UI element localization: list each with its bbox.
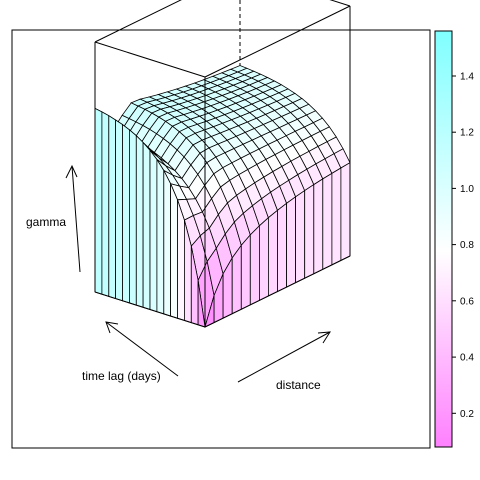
surface-skirt-side — [142, 141, 151, 311]
colorkey-tick-label: 1.4 — [460, 72, 474, 83]
colorkey-tick-label: 0.8 — [460, 240, 474, 251]
gamma-axis-arrow — [65, 164, 81, 273]
panel-frame — [11, 29, 431, 449]
surface-skirt-front — [331, 167, 342, 266]
colorkey-tick-label: 0.6 — [460, 296, 474, 307]
box-edge — [94, 0, 182, 43]
surface-skirt-side — [149, 149, 158, 313]
colorkey-tick-label: 1.2 — [460, 128, 474, 139]
colorkey-tick-label: 0.2 — [460, 409, 474, 420]
surface-skirt-side — [115, 119, 123, 302]
surface-skirt-front — [249, 224, 260, 306]
box-edge — [94, 291, 206, 328]
colorkey-bar — [434, 30, 453, 448]
box-edge — [204, 255, 351, 328]
surface-skirt-side — [177, 199, 185, 321]
distance-axis-arrow — [237, 331, 331, 383]
surface-mesh — [94, 65, 351, 328]
surface-skirt-side — [128, 128, 137, 306]
surface-skirt-front — [340, 162, 351, 262]
surface-skirt-front — [231, 244, 242, 315]
surface-skirt-side — [101, 111, 110, 297]
surface-skirt-front — [277, 202, 288, 293]
surface-skirt-side — [94, 107, 103, 295]
box-edge — [94, 41, 206, 78]
colorkey-tick-label: 0.4 — [460, 353, 474, 364]
surface-skirt-front — [240, 233, 251, 310]
surface-skirt-side — [135, 134, 144, 308]
surface-skirt-front — [304, 183, 315, 279]
y-axis-label: time lag (days) — [82, 369, 161, 383]
surface-skirt-side — [163, 170, 172, 317]
colorkey-ticks: 0.2 0.4 0.6 0.8 1.0 1.2 1.4 — [452, 72, 474, 420]
surface-skirt-front — [258, 216, 269, 302]
surface-skirt-front — [286, 196, 297, 288]
box-edge — [204, 5, 351, 78]
surface-skirt-front — [295, 189, 306, 284]
x-axis-label: distance — [276, 378, 321, 392]
z-axis-label: gamma — [26, 215, 66, 229]
bounding-box-front — [94, 0, 351, 328]
surface-skirt-side — [108, 114, 116, 300]
surface-skirt-side — [170, 183, 178, 319]
colorkey-tick-label: 1.0 — [460, 184, 474, 195]
surface-skirt-side — [122, 123, 130, 304]
surface-skirt-front — [322, 172, 333, 270]
surface-skirt-side — [156, 158, 165, 315]
surface-skirt-front — [267, 209, 278, 297]
box-edge — [329, 0, 351, 7]
surface-skirt-front — [313, 178, 324, 275]
time-lag-axis-arrow — [105, 321, 179, 377]
